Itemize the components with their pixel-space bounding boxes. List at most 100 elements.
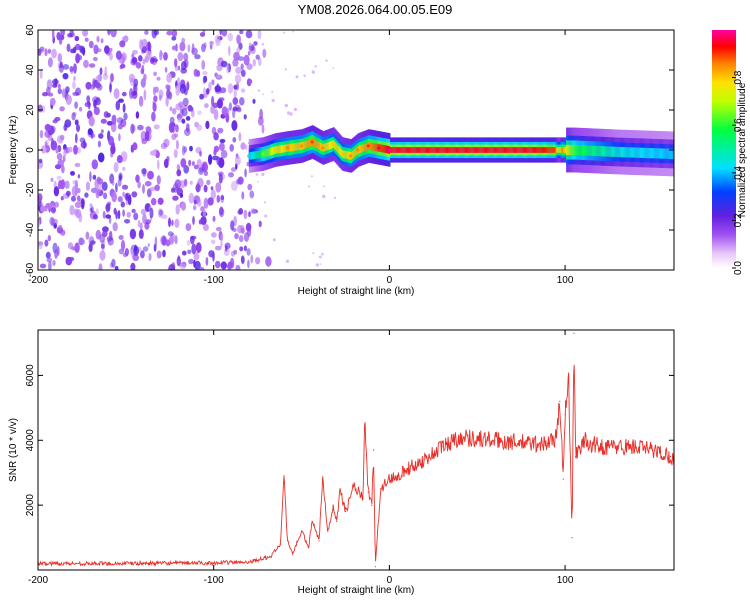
ridge-cell	[665, 148, 667, 159]
noise-blob	[174, 218, 180, 228]
ridge-cell	[294, 143, 296, 151]
noise-blob	[200, 216, 207, 225]
noise-blob	[202, 70, 208, 76]
noise-blob	[220, 240, 223, 248]
noise-blob	[193, 252, 200, 261]
noise-blob	[138, 229, 144, 240]
ridge-cell	[480, 147, 483, 153]
noise-blob	[117, 209, 121, 220]
spectrogram-x-label: Height of straight line (km)	[298, 286, 415, 297]
noise-blob	[214, 260, 221, 269]
noise-blob	[49, 216, 55, 226]
ridge-cell	[608, 146, 610, 157]
noise-blob	[165, 96, 169, 107]
snr-point	[555, 436, 557, 438]
noise-speck	[312, 252, 315, 255]
noise-blob	[64, 180, 70, 189]
noise-blob	[118, 98, 124, 103]
noise-blob	[171, 262, 176, 270]
ridge-cell	[662, 148, 664, 159]
snr-point	[546, 442, 549, 445]
noise-blob	[83, 59, 89, 69]
ridge-cell	[557, 147, 560, 153]
ridge-cell	[603, 146, 605, 157]
ridge-cell	[319, 142, 321, 151]
ridge-cell	[577, 145, 580, 156]
noise-blob	[234, 233, 239, 240]
ridge-cell	[559, 147, 562, 153]
ridge-cell	[303, 141, 306, 150]
noise-speck	[271, 98, 275, 103]
ridge-cell	[371, 142, 373, 151]
noise-blob	[110, 30, 117, 38]
ridge-cell	[573, 144, 575, 156]
ridge-cell	[633, 147, 636, 158]
noise-blob	[117, 196, 123, 203]
noise-blob	[47, 234, 51, 242]
noise-blob	[257, 116, 264, 126]
noise-blob	[218, 207, 225, 218]
ridge-cell	[453, 147, 455, 153]
ridge-cell	[363, 143, 366, 152]
noise-blob	[58, 224, 62, 229]
frequency-ridge	[247, 125, 674, 177]
noise-blob	[231, 120, 238, 131]
noise-blob	[169, 116, 175, 124]
noise-blob	[196, 70, 201, 77]
ridge-cell	[631, 147, 633, 158]
y-tick-label: -40	[25, 222, 36, 237]
noise-blob	[65, 190, 71, 197]
ridge-cell	[610, 146, 612, 157]
ridge-cell	[364, 143, 367, 152]
noise-blob	[104, 45, 110, 54]
ridge-cell	[497, 147, 500, 153]
ridge-cell	[504, 147, 507, 153]
noise-blob	[142, 184, 145, 194]
noise-blob	[133, 78, 139, 87]
noise-blob	[227, 32, 233, 42]
ridge-cell	[553, 147, 555, 153]
noise-blob	[201, 59, 206, 70]
noise-blob	[203, 197, 209, 209]
ridge-cell	[296, 142, 298, 151]
ridge-cell	[605, 146, 607, 157]
snr-panel: -200 -100 0 100 2000 4000 6000 Height of stra…	[8, 329, 675, 596]
noise-speck	[322, 194, 326, 199]
noise-blob	[207, 197, 214, 206]
snr-point	[373, 449, 375, 451]
noise-blob	[141, 38, 148, 48]
x-tick-label: -100	[204, 575, 224, 586]
ridge-cell	[451, 147, 453, 153]
noise-blob	[132, 254, 139, 262]
noise-blob	[219, 30, 223, 36]
noise-blob	[191, 243, 197, 255]
snr-point	[669, 455, 672, 458]
ridge-cell	[499, 147, 502, 153]
ridge-cell	[361, 144, 364, 153]
snr-point	[279, 543, 282, 545]
noise-blob	[47, 92, 54, 97]
spectrogram-x-ticks: -200 -100 0 100	[28, 30, 574, 286]
ridge-cell	[666, 148, 668, 159]
noise-blob	[259, 108, 263, 120]
noise-blob	[181, 37, 186, 44]
ridge-cell	[566, 144, 568, 156]
noise-blob	[59, 61, 63, 69]
ridge-cell	[298, 142, 300, 151]
noise-blob	[243, 245, 247, 252]
ridge-cell	[281, 145, 283, 153]
ridge-cell	[486, 147, 488, 153]
ridge-cell	[445, 147, 448, 153]
ridge-cell	[527, 147, 529, 153]
ridge-cell	[416, 147, 418, 153]
ridge-cell	[550, 147, 552, 153]
ridge-cell	[636, 147, 639, 158]
noise-blob	[203, 87, 206, 97]
ridge-cell	[276, 145, 278, 154]
noise-blob	[130, 123, 135, 134]
noise-blob	[221, 106, 228, 116]
noise-blob	[210, 186, 214, 191]
ridge-cell	[649, 148, 651, 159]
noise-blob	[163, 138, 170, 148]
snr-point	[559, 400, 561, 402]
